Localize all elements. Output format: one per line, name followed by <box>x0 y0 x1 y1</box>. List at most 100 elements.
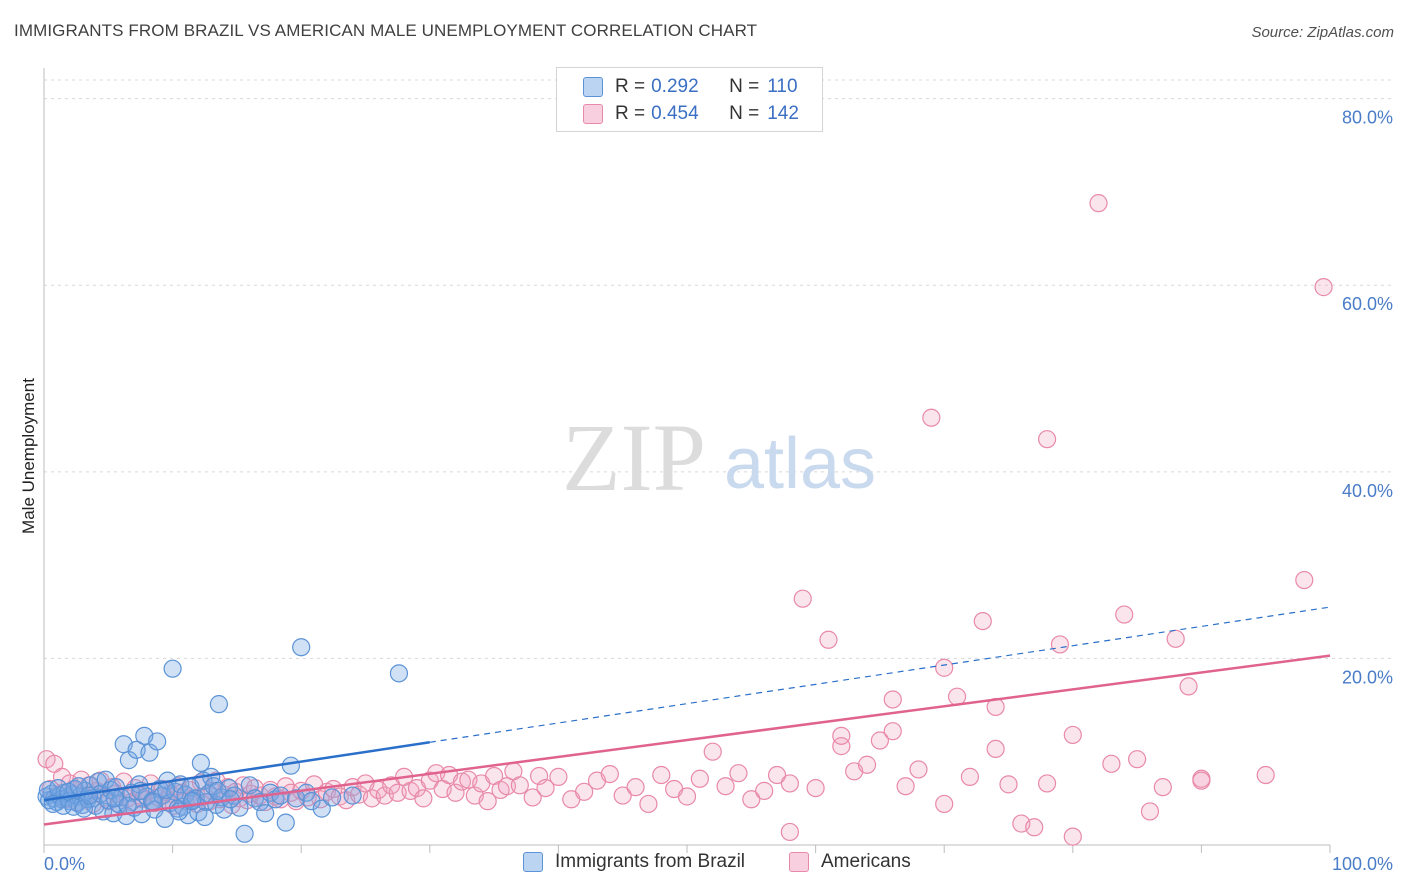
legend-swatch-brazil <box>583 77 603 97</box>
point-americans <box>549 767 568 786</box>
point-americans <box>478 792 497 811</box>
point-americans <box>1063 725 1082 745</box>
point-americans <box>1115 605 1134 624</box>
legend-r-value: 0.454 <box>651 103 699 124</box>
point-americans <box>1256 765 1275 785</box>
data-points <box>37 194 1333 846</box>
chart-title: IMMIGRANTS FROM BRAZIL VS AMERICAN MALE … <box>14 21 758 40</box>
point-brazil <box>276 813 295 832</box>
series-legend: Immigrants from Brazil Americans <box>0 851 1406 879</box>
legend-r-label: R = <box>615 76 646 97</box>
point-americans <box>960 767 980 786</box>
trend-line-brazil <box>43 741 430 802</box>
legend-swatch-americans <box>583 104 603 124</box>
point-americans <box>639 794 658 814</box>
grid-lines <box>44 79 1393 659</box>
y-tick-labels: 20.0% 40.0% 60.0% 80.0% <box>1342 108 1393 688</box>
point-americans <box>536 778 555 798</box>
point-brazil <box>191 753 210 773</box>
point-americans <box>806 778 825 798</box>
point-americans <box>986 739 1005 759</box>
point-brazil <box>49 778 68 798</box>
point-americans <box>600 764 619 784</box>
point-americans <box>1295 570 1314 590</box>
point-brazil <box>144 792 163 812</box>
y-tick-label: 40.0% <box>1342 481 1393 501</box>
point-americans <box>999 775 1018 794</box>
point-americans <box>935 658 954 677</box>
watermark-atlas: atlas <box>724 424 876 504</box>
point-brazil <box>343 786 362 805</box>
point-americans <box>832 737 851 756</box>
point-americans <box>575 782 594 801</box>
point-americans <box>742 790 761 809</box>
point-americans <box>420 771 439 790</box>
point-americans <box>832 726 851 745</box>
point-americans <box>690 769 709 788</box>
point-americans <box>1089 194 1108 213</box>
point-americans <box>767 765 787 785</box>
trend-line-americans <box>43 654 1331 826</box>
point-americans <box>755 781 774 800</box>
point-brazil <box>208 781 227 800</box>
legend-label-americans: Americans <box>821 851 911 872</box>
point-brazil <box>256 804 275 823</box>
point-americans <box>870 731 890 750</box>
legend-r-label: R = <box>615 103 646 124</box>
legend-r-value: 0.292 <box>651 76 699 97</box>
x-tick-max: 100.0% <box>1332 854 1393 874</box>
point-americans <box>883 722 902 741</box>
point-brazil <box>148 732 167 751</box>
point-americans <box>613 786 632 805</box>
point-americans <box>716 777 735 796</box>
point-brazil <box>286 789 306 808</box>
point-americans <box>793 589 812 608</box>
point-americans <box>1166 629 1185 648</box>
point-americans <box>510 776 529 795</box>
point-americans <box>1153 778 1172 797</box>
point-americans <box>523 788 542 807</box>
y-tick-label: 20.0% <box>1342 667 1393 687</box>
point-americans <box>780 822 799 842</box>
legend-item-americans[interactable]: Americans <box>789 851 911 873</box>
legend-n-value: 110 <box>767 76 798 97</box>
point-americans <box>414 789 433 808</box>
point-americans <box>1179 677 1198 696</box>
point-americans <box>1063 827 1082 846</box>
point-brazil <box>209 695 228 714</box>
point-brazil <box>182 792 201 811</box>
legend-row-americans: R = 0.454 N = 142 <box>557 101 799 127</box>
y-axis-label: Male Unemployment <box>19 378 38 534</box>
point-americans <box>857 755 877 774</box>
point-americans <box>446 783 465 802</box>
point-brazil <box>292 638 311 657</box>
point-americans <box>935 794 954 814</box>
legend-n-label: N = <box>729 103 760 124</box>
point-americans <box>1050 635 1070 654</box>
point-americans <box>1314 278 1333 297</box>
point-americans <box>1127 750 1147 769</box>
chart-source: Source: ZipAtlas.com <box>1251 24 1394 41</box>
y-tick-label: 60.0% <box>1342 294 1393 314</box>
legend-swatch-brazil <box>523 852 543 872</box>
point-brazil <box>302 792 321 811</box>
point-brazil <box>96 770 115 789</box>
legend-n-value: 142 <box>767 103 799 124</box>
point-americans <box>819 630 838 649</box>
point-americans <box>780 774 799 793</box>
point-americans <box>652 765 671 785</box>
point-brazil <box>312 799 331 818</box>
point-americans <box>922 408 941 427</box>
point-americans <box>703 742 722 761</box>
legend-item-brazil[interactable]: Immigrants from Brazil <box>523 851 745 873</box>
point-americans <box>729 764 748 783</box>
correlation-legend: R = 0.292 N = 110 R = 0.454 N = 142 <box>556 67 823 132</box>
point-brazil <box>389 664 409 683</box>
point-americans <box>1140 802 1160 821</box>
trend-line-brazil-extension <box>429 606 1331 743</box>
point-americans <box>1025 818 1044 837</box>
legend-label-brazil: Immigrants from Brazil <box>555 851 746 872</box>
point-brazil <box>235 824 254 843</box>
point-americans <box>677 787 697 806</box>
